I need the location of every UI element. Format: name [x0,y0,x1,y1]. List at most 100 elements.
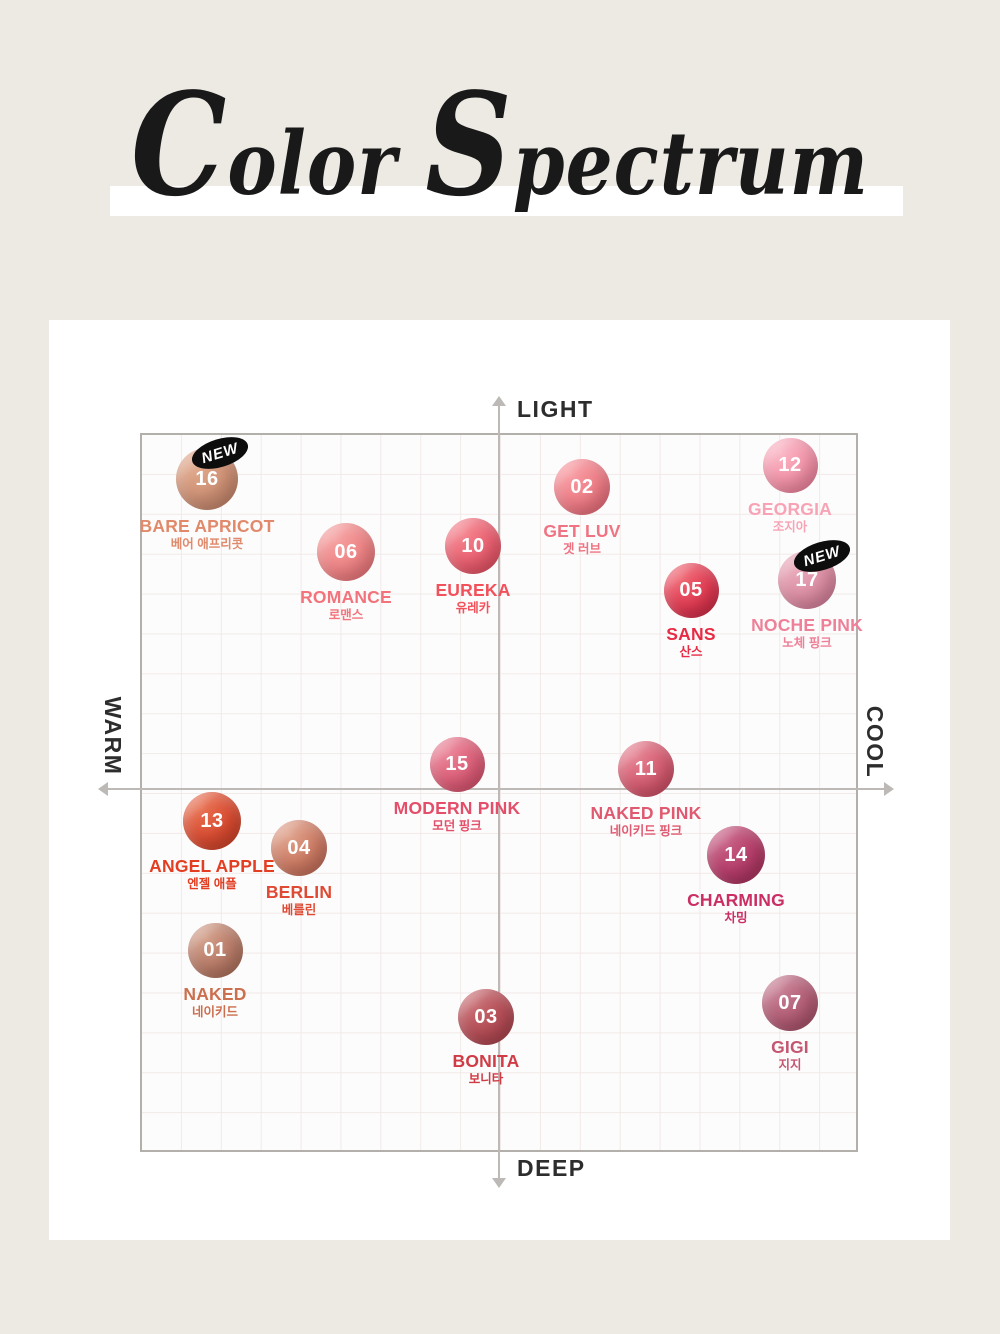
shade-name: NAKED PINK [590,803,702,823]
shade-name: SANS [666,623,716,644]
shade-label: ANGEL APPLE 엔젤 애플 [132,856,292,892]
shade-name: CHARMING [687,890,785,910]
shade-name: ROMANCE [300,587,392,607]
shade-swatch[interactable]: 05 [663,562,719,618]
shade-item: 10 EUREKA 유레카 [393,518,553,616]
shade-item: 03 BONITA 보니타 [406,989,566,1087]
shade-swatch[interactable]: 17 NEW [778,534,854,609]
shade-korean-name: 베를린 [281,903,317,918]
shade-swatch[interactable]: 02 [554,459,610,515]
shade-korean-name: 노체 핑크 [782,636,832,651]
shade-label: NOCHE PINK 노체 핑크 [727,615,887,651]
new-badge-label: NEW [801,542,843,570]
shade-swatch[interactable]: 11 [618,741,674,797]
shade-swatch[interactable]: 03 [458,989,514,1045]
shade-item: 11 NAKED PINK 네이키드 핑크 [566,741,726,839]
shade-label: GET LUV 겟 러브 [502,521,662,557]
page-title: Color Spectrum [0,62,1000,228]
shade-number: 13 [200,809,224,832]
axis-arrow-up-icon [492,396,506,406]
shade-label: GEORGIA 조지아 [710,499,870,535]
shade-number: 01 [203,938,227,961]
shade-number: 05 [679,578,703,601]
shade-label: CHARMING 차밍 [656,890,816,926]
shade-swatch[interactable]: 06 [317,523,375,581]
shade-korean-name: 베어 애프리콧 [170,537,244,552]
axis-arrow-down-icon [492,1178,506,1188]
shade-item: 13 ANGEL APPLE 엔젤 애플 [132,792,292,892]
shade-name: BARE APRICOT [139,516,275,536]
shade-number: 04 [287,836,311,859]
shade-name: NAKED [183,983,247,1004]
shade-name: NOCHE PINK [751,615,863,635]
page-title-word-1: Color [131,62,398,229]
shade-number: 14 [724,843,748,866]
shade-label: NAKED 네이키드 [135,984,295,1020]
shade-korean-name: 겟 러브 [563,542,601,557]
shade-label: NAKED PINK 네이키드 핑크 [566,803,726,839]
shade-swatch[interactable]: 10 [445,518,501,574]
new-badge-label: NEW [199,439,241,467]
shade-item: 01 NAKED 네이키드 [135,922,295,1020]
shade-korean-name: 조지아 [772,519,808,534]
axis-arrow-left-icon [98,782,108,796]
shade-label: BONITA 보니타 [406,1051,566,1087]
shade-label: MODERN PINK 모던 핑크 [377,798,537,834]
shade-name: GET LUV [543,521,621,541]
axis-label-warm: WARM [100,696,127,776]
shade-item: 05 SANS 산스 [611,562,771,660]
axis-label-deep: DEEP [517,1155,586,1181]
shade-korean-name: 모던 핑크 [432,818,482,833]
shade-swatch[interactable]: 16 NEW [176,431,252,510]
shade-swatch[interactable]: 07 [762,975,818,1031]
vertical-axis-line [498,399,500,1184]
shade-swatch[interactable]: 12 [762,437,818,493]
axis-arrow-right-icon [884,782,894,796]
shade-item: 14 CHARMING 차밍 [656,826,816,926]
shade-label: BERLIN 베를린 [219,882,379,918]
shade-number: 17 [795,568,819,591]
shade-name: BERLIN [265,882,333,902]
shade-swatch[interactable]: 14 [707,826,765,884]
shade-label: GIGI 지지 [710,1037,870,1073]
shade-item: 07 GIGI 지지 [710,975,870,1073]
shade-swatch[interactable]: 04 [271,820,327,876]
shade-number: 03 [474,1005,498,1028]
shade-number: 11 [634,757,658,780]
shade-number: 15 [445,752,469,775]
shade-korean-name: 산스 [679,644,703,659]
shade-label: SANS 산스 [611,624,771,660]
shade-number: 12 [778,453,802,476]
shade-korean-name: 지지 [778,1058,802,1073]
shade-label: BARE APRICOT 베어 애프리콧 [127,516,287,552]
shade-korean-name: 차밍 [724,911,748,926]
shade-name: GEORGIA [747,498,833,519]
shade-name: EUREKA [435,580,511,600]
shade-label: ROMANCE 로맨스 [266,587,426,623]
shade-swatch[interactable]: 13 [183,792,241,850]
shade-label: EUREKA 유레카 [393,580,553,616]
shade-korean-name: 엔젤 애플 [187,877,237,892]
shade-item: 02 GET LUV 겟 러브 [502,459,662,557]
shade-korean-name: 보니타 [468,1072,504,1087]
shade-number: 16 [195,467,219,490]
shade-korean-name: 유레카 [455,601,491,616]
shade-swatch[interactable]: 15 [429,736,485,792]
shade-korean-name: 네이키드 핑크 [609,824,683,839]
shade-swatch[interactable]: 01 [187,922,243,978]
shade-name: BONITA [452,1051,520,1071]
shade-item: 16 NEW BARE APRICOT 베어 애프리콧 [127,431,287,552]
shade-item: 15 MODERN PINK 모던 핑크 [377,736,537,834]
shade-item: 04 BERLIN 베를린 [219,820,379,918]
shade-name: ANGEL APPLE [149,856,275,876]
shade-name: GIGI [771,1037,809,1057]
shade-name: MODERN PINK [393,797,521,818]
shade-number: 10 [461,534,485,557]
shade-number: 07 [778,991,802,1014]
page-title-word-2: Spectrum [425,62,869,229]
shade-number: 02 [570,475,594,498]
title-highlight-bar [110,186,903,216]
axis-label-cool: COOL [862,705,889,779]
shade-korean-name: 네이키드 [191,1004,238,1019]
